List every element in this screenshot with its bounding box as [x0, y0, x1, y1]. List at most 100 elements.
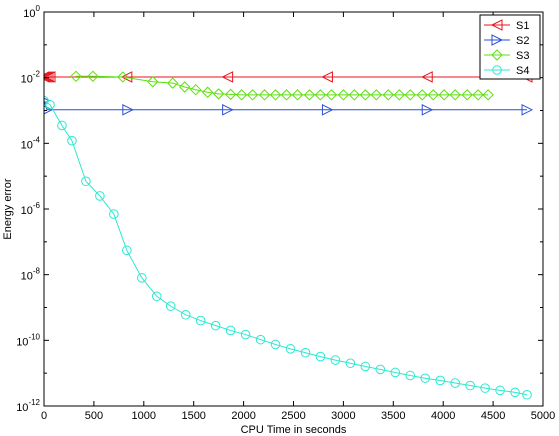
- x-tick-label: 5000: [531, 410, 555, 422]
- data-point-S3: [438, 89, 450, 101]
- data-point-S4: [345, 358, 356, 369]
- data-point-S4: [109, 209, 119, 219]
- data-point-S3: [449, 89, 461, 101]
- x-tick-label: 1000: [132, 410, 156, 422]
- data-point-S1: [44, 71, 52, 83]
- legend-marker: [492, 65, 502, 75]
- legend-label: S3: [516, 50, 529, 62]
- y-tick-exponent: -8: [33, 267, 41, 276]
- data-point-S3: [258, 89, 271, 101]
- legend-label: S2: [516, 35, 529, 47]
- y-tick-exponent: -12: [28, 398, 40, 407]
- data-point-S4: [360, 361, 371, 372]
- data-point-S4: [137, 273, 147, 283]
- data-point-S3: [189, 83, 202, 96]
- x-axis-label: CPU Time in seconds: [241, 424, 347, 436]
- y-tick-label: 10-10: [16, 332, 40, 348]
- series-S2: [44, 97, 534, 116]
- data-point-S4: [81, 176, 91, 187]
- data-point-S4: [375, 364, 386, 375]
- y-tick-base: 10: [16, 336, 28, 348]
- y-tick-exponent: -10: [28, 332, 40, 341]
- data-point-S4: [180, 309, 191, 320]
- data-point-S3: [117, 71, 129, 83]
- data-point-S2: [44, 105, 54, 115]
- y-tick-exponent: -2: [33, 70, 41, 79]
- data-point-S3: [246, 89, 259, 101]
- y-tick-label: 10-6: [21, 201, 41, 217]
- series-S3: [70, 70, 494, 101]
- data-point-S4: [255, 334, 266, 345]
- data-point-S3: [303, 89, 316, 101]
- data-point-S3: [212, 88, 225, 100]
- x-tick-label: 2000: [231, 410, 255, 422]
- data-point-S4: [151, 291, 162, 302]
- legend-label: S4: [516, 65, 529, 77]
- data-point-S3: [179, 81, 191, 93]
- data-point-S4: [435, 375, 446, 386]
- data-point-S4: [285, 344, 296, 354]
- data-point-S2: [521, 103, 534, 116]
- data-point-S4: [420, 373, 431, 384]
- y-tick-label: 10-8: [21, 267, 41, 283]
- legend-item-S3: S3: [484, 49, 529, 62]
- data-point-S4: [165, 301, 176, 311]
- legend-label: S1: [516, 20, 529, 32]
- y-axis-label: Energy error: [2, 178, 14, 239]
- x-tick-label: 0: [41, 410, 47, 422]
- data-point-S3: [482, 89, 494, 101]
- y-tick-label: 100: [23, 4, 40, 20]
- data-point-S4: [195, 315, 206, 326]
- data-point-S1: [221, 71, 234, 83]
- legend: S1 S2 S3 S4: [479, 14, 541, 80]
- data-point-S1: [321, 71, 333, 83]
- data-point-S2: [122, 103, 134, 116]
- data-point-S3: [325, 89, 338, 101]
- data-point-S4: [510, 387, 520, 398]
- data-point-S3: [87, 70, 99, 83]
- data-point-S2: [321, 103, 334, 116]
- data-point-S4: [465, 380, 475, 391]
- data-point-S3: [201, 86, 214, 98]
- data-point-S1: [421, 71, 433, 83]
- y-tick-base: 10: [21, 205, 33, 217]
- ticks-layer: 0 500 1000 1500 2000 2500 3000 3500 4000 4500 5000…: [16, 4, 555, 422]
- data-point-S4: [405, 370, 416, 381]
- y-tick-base: 10: [23, 8, 35, 20]
- legend-item-S4: S4: [484, 65, 529, 77]
- data-point-S4: [95, 191, 105, 201]
- y-tick-label: 10-4: [21, 135, 41, 151]
- data-point-S4: [495, 385, 505, 396]
- x-tick-label: 2500: [281, 410, 305, 422]
- data-point-S3: [70, 70, 82, 83]
- data-point-S3: [359, 89, 372, 101]
- data-point-S3: [427, 89, 439, 101]
- data-point-S1: [120, 71, 133, 83]
- data-point-S4: [300, 347, 311, 358]
- y-tick-base: 10: [21, 139, 33, 151]
- data-point-S3: [337, 89, 350, 101]
- data-point-S2: [222, 103, 234, 116]
- data-point-S4: [270, 339, 281, 350]
- data-point-S3: [235, 89, 248, 101]
- x-tick-label: 4500: [481, 410, 505, 422]
- data-point-S4: [390, 367, 401, 378]
- data-point-S3: [370, 89, 383, 101]
- data-point-S3: [147, 76, 159, 88]
- data-point-S4: [450, 378, 460, 388]
- y-tick-base: 10: [21, 74, 33, 86]
- data-point-S3: [348, 89, 361, 101]
- data-point-S3: [472, 89, 484, 101]
- data-point-S2: [421, 103, 434, 116]
- series-line-S4: [44, 100, 528, 396]
- legend-item-S1: S1: [484, 19, 529, 32]
- x-tick-label: 500: [85, 410, 103, 422]
- data-point-S4: [480, 383, 490, 393]
- data-point-S3: [314, 89, 327, 101]
- data-point-S4: [122, 245, 132, 256]
- data-point-S3: [280, 89, 293, 101]
- legend-marker: [491, 49, 503, 61]
- data-point-S3: [404, 89, 416, 101]
- x-tick-label: 3500: [381, 410, 405, 422]
